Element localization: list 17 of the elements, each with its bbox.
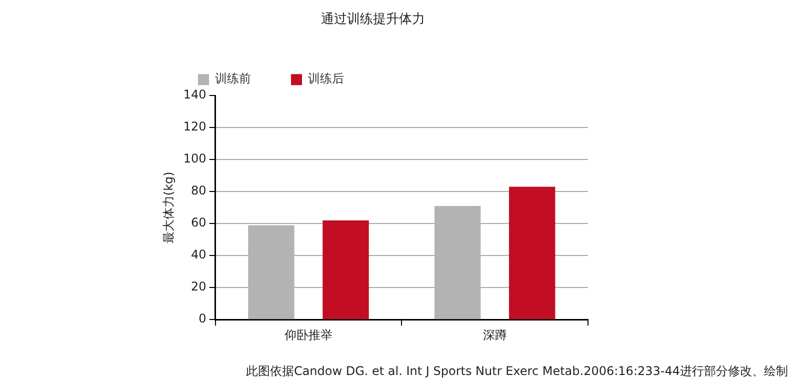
legend-label: 训练前 (215, 72, 251, 86)
y-tick-label: 140 (183, 88, 206, 102)
x-tick-label: 仰卧推举 (284, 328, 332, 342)
y-tick-label: 100 (183, 152, 206, 166)
y-axis-title: 最大体力(kg) (161, 172, 176, 244)
y-tick-label: 80 (191, 184, 206, 198)
text: 此图依据Candow DG. et al. Int J Sports Nutr Exerc Metab.2006:16:233-44进行部分修改、绘制 (246, 364, 788, 378)
bar (508, 186, 556, 320)
y-tick-label: 120 (183, 120, 206, 134)
x-tick-label: 深蹲 (482, 328, 507, 342)
bar (322, 220, 369, 320)
y-tick-label: 40 (191, 248, 206, 262)
y-tick-label: 0 (198, 312, 206, 326)
y-tick-label: 20 (191, 280, 206, 294)
y-tick-label: 60 (191, 216, 206, 230)
legend-label: 训练后 (308, 72, 344, 86)
chart-title: 通过训练提升体力 (321, 12, 425, 28)
